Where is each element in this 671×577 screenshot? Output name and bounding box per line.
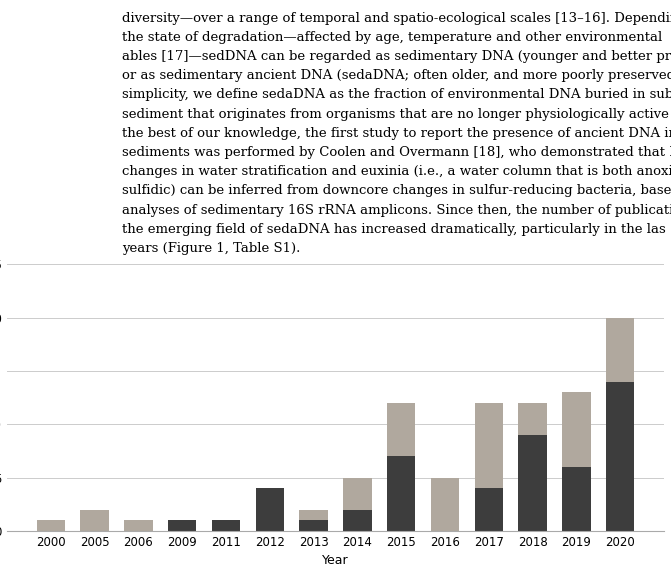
Text: ables [17]—sedDNA can be regarded as sedimentary DNA (younger and better prese: ables [17]—sedDNA can be regarded as sed… — [121, 50, 671, 63]
Text: diversity—over a range of temporal and spatio-ecological scales [13–16]. Dependi: diversity—over a range of temporal and s… — [121, 12, 671, 25]
Bar — [474, 403, 503, 488]
Bar — [387, 403, 415, 456]
Bar — [431, 478, 459, 531]
Text: sulfidic) can be inferred from downcore changes in sulfur-reducing bacteria, bas: sulfidic) can be inferred from downcore … — [121, 184, 671, 197]
Bar — [299, 520, 328, 531]
Text: sediments was performed by Coolen and Overmann [18], who demonstrated that Holc: sediments was performed by Coolen and Ov… — [121, 146, 671, 159]
Text: the state of degradation—affected by age, temperature and other environmental: the state of degradation—affected by age… — [121, 31, 662, 44]
Text: the emerging field of sedaDNA has increased dramatically, particularly in the la: the emerging field of sedaDNA has increa… — [121, 223, 666, 236]
Bar — [343, 478, 372, 509]
Bar — [299, 509, 328, 520]
Bar — [518, 403, 547, 435]
Text: years (Figure 1, Table S1).: years (Figure 1, Table S1). — [121, 242, 300, 255]
Bar — [606, 317, 634, 381]
Bar — [518, 435, 547, 531]
Bar — [474, 488, 503, 531]
Text: or as sedimentary ancient DNA (sedaDNA; often older, and more poorly preserved): or as sedimentary ancient DNA (sedaDNA; … — [121, 69, 671, 82]
Text: changes in water stratification and euxinia (i.e., a water column that is both a: changes in water stratification and euxi… — [121, 165, 671, 178]
Bar — [343, 509, 372, 531]
Bar — [562, 392, 590, 467]
X-axis label: Year: Year — [322, 554, 349, 567]
Text: analyses of sedimentary 16S rRNA amplicons. Since then, the number of publicatio: analyses of sedimentary 16S rRNA amplico… — [121, 204, 671, 216]
Bar — [256, 488, 284, 531]
Bar — [606, 381, 634, 531]
Text: sediment that originates from organisms that are no longer physiologically activ: sediment that originates from organisms … — [121, 107, 669, 121]
Text: the best of our knowledge, the first study to report the presence of ancient DNA: the best of our knowledge, the first stu… — [121, 127, 671, 140]
Bar — [562, 467, 590, 531]
Bar — [124, 520, 153, 531]
Bar — [81, 509, 109, 531]
Bar — [37, 520, 65, 531]
Bar — [387, 456, 415, 531]
Text: simplicity, we define sedaDNA as the fraction of environmental DNA buried in sub: simplicity, we define sedaDNA as the fra… — [121, 88, 671, 102]
Bar — [168, 520, 197, 531]
Bar — [212, 520, 240, 531]
